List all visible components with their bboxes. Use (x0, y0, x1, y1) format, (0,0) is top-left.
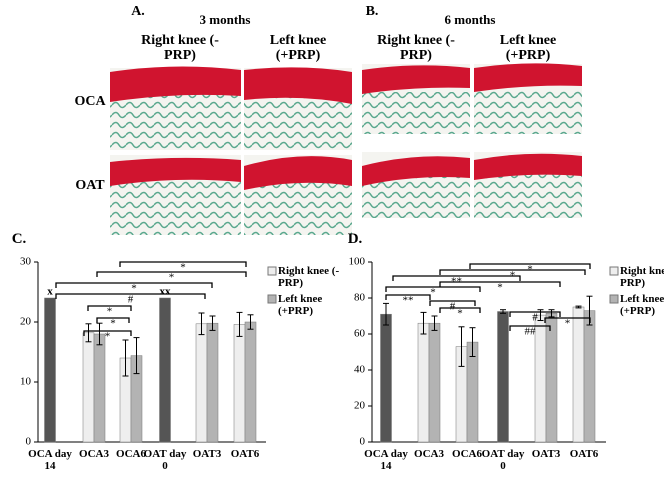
bar (417, 322, 430, 443)
y-tick-label: 40 (354, 364, 366, 376)
significance-bracket (119, 261, 247, 267)
y-tick-label: 60 (354, 328, 366, 340)
annotation: * (430, 287, 436, 299)
significance-bracket (96, 317, 130, 323)
bar (93, 333, 106, 443)
x-tick-label: OCA3 (79, 448, 109, 460)
legend-label: Left knee (+PRP) (278, 293, 323, 317)
y-tick-label: 0 (26, 436, 32, 448)
annotation: * (110, 318, 116, 330)
x-tick-label: OAT6 (569, 448, 599, 460)
y-tick-label: 20 (354, 400, 366, 412)
y-tick-label: 10 (20, 376, 32, 388)
annotation: * (131, 283, 137, 295)
column-header: Right knee (-PRP) (377, 33, 455, 63)
x-tick-label: OCA3 (414, 448, 444, 460)
bar (534, 314, 547, 443)
annotation: # (532, 312, 538, 324)
annotation: x (47, 286, 53, 298)
significance-bracket (385, 286, 481, 292)
significance-bracket (55, 293, 206, 299)
annotation: # (450, 301, 456, 313)
annotation: * (107, 306, 113, 318)
column-header: Right knee (-PRP) (141, 33, 219, 63)
y-tick-label: 100 (349, 256, 366, 268)
panel-label: A. (131, 4, 145, 19)
significance-bracket (439, 269, 586, 275)
bar (233, 324, 246, 443)
panel-label: B. (365, 4, 379, 19)
annotation: * (497, 282, 503, 294)
legend-swatch (267, 294, 277, 304)
significance-bracket (87, 305, 132, 311)
period: 6 months (444, 12, 496, 27)
legend-swatch (609, 266, 619, 276)
period: 3 months (199, 12, 251, 27)
legend-label: Left knee (+PRP) (620, 293, 664, 317)
bar (82, 332, 95, 443)
row-header: OAT (75, 178, 105, 193)
y-tick-label: 20 (20, 316, 32, 328)
x-tick-label: OAT3 (531, 448, 561, 460)
significance-bracket (509, 325, 551, 331)
annotation: * (565, 318, 571, 330)
x-tick-label: OCA6 (452, 448, 482, 460)
significance-bracket (96, 271, 247, 277)
bar (572, 306, 585, 443)
histology (110, 63, 582, 235)
y-tick-label: 0 (360, 436, 366, 448)
y-tick-label: 30 (20, 256, 32, 268)
significance-bracket (439, 307, 481, 313)
bar (380, 313, 392, 443)
significance-bracket (385, 294, 431, 300)
annotation: * (457, 308, 463, 320)
significance-bracket (544, 317, 591, 323)
significance-bracket (509, 311, 561, 317)
bar (545, 313, 558, 443)
legend-label: Right knee (-PRP) (278, 265, 340, 289)
annotation: xx (160, 286, 172, 298)
legend-swatch (267, 266, 277, 276)
legend-label: Right knee (-PRP) (620, 265, 664, 289)
bar (583, 310, 596, 443)
panel-label: D. (347, 231, 363, 247)
x-tick-label: OAT3 (192, 448, 222, 460)
column-header: Left knee (+PRP) (269, 33, 327, 63)
x-tick-label: OAT day 0 (481, 448, 525, 472)
x-tick-label: OAT day 0 (143, 448, 187, 472)
row-header: OCA (74, 94, 106, 109)
significance-bracket (469, 263, 591, 269)
x-tick-label: OAT6 (230, 448, 260, 460)
legend-swatch (609, 294, 619, 304)
bar (428, 322, 441, 443)
bar (466, 341, 479, 443)
significance-bracket (392, 275, 521, 281)
x-tick-label: OCA day 14 (364, 448, 408, 472)
y-tick-label: 80 (354, 292, 366, 304)
bar (244, 321, 257, 443)
annotation: * (180, 262, 186, 274)
significance-bracket (429, 300, 476, 306)
annotation: ** (403, 295, 414, 307)
bar (497, 311, 509, 443)
bar (195, 323, 208, 443)
bar (206, 322, 219, 443)
column-header: Left knee (+PRP) (499, 33, 557, 63)
annotation: ## (525, 326, 537, 338)
bar (159, 297, 171, 443)
x-tick-label: OCA6 (116, 448, 146, 460)
x-tick-label: OCA day 14 (28, 448, 72, 472)
bar (44, 297, 56, 443)
annotation: * (169, 272, 175, 284)
significance-bracket (83, 330, 132, 336)
significance-bracket (439, 281, 561, 287)
annotation: * (105, 331, 111, 343)
panel-label: C. (11, 231, 27, 247)
significance-bracket (55, 282, 213, 288)
annotation: # (128, 294, 134, 306)
